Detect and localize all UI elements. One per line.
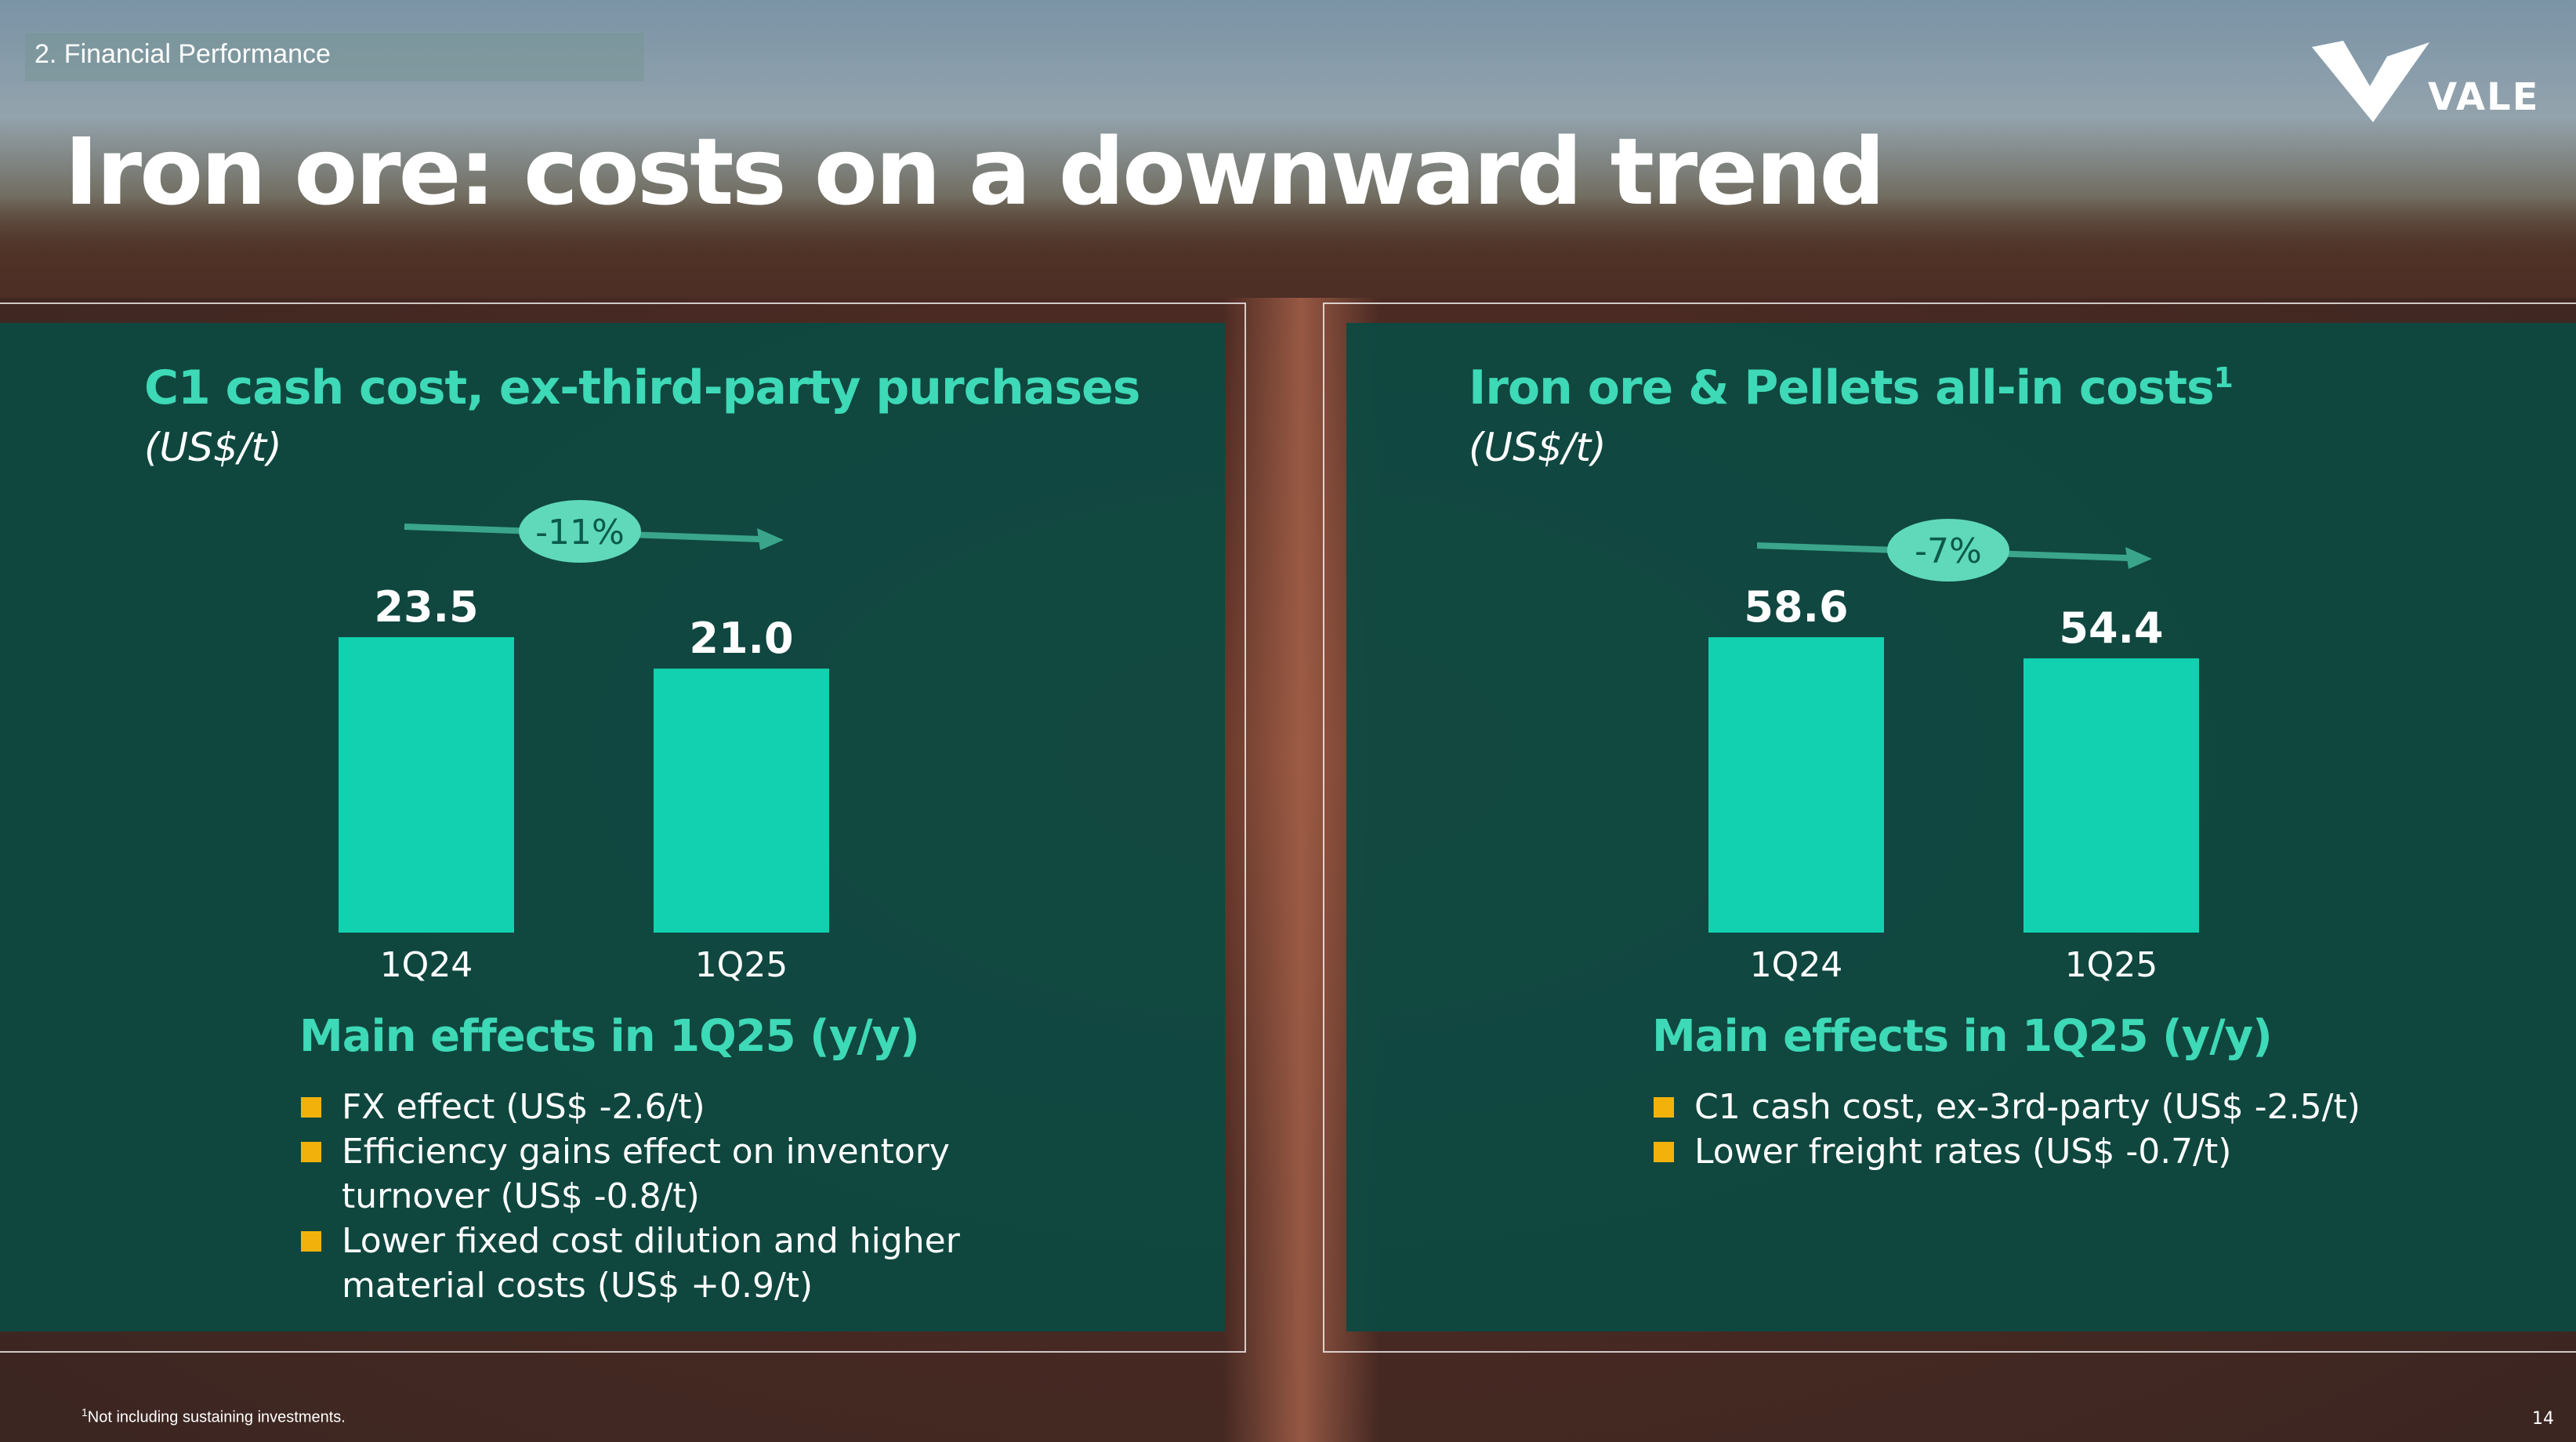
right-effects-title: Main effects in 1Q25 (y/y) xyxy=(1652,1011,2273,1062)
list-item: FX effect (US$ -2.6/t) xyxy=(301,1085,1006,1129)
page-number: 14 xyxy=(2532,1409,2554,1429)
left-bar-chart: 23.5 1Q24 21.0 1Q25 -11% xyxy=(339,500,829,985)
page-title: Iron ore: costs on a downward trend xyxy=(64,118,1886,226)
bullet-square-icon xyxy=(301,1231,321,1252)
section-label: 2. Financial Performance xyxy=(34,39,331,69)
list-item-text: Lower fixed cost dilution and higher mat… xyxy=(342,1221,960,1306)
left-chart-title: C1 cash cost, ex-third-party purchases xyxy=(144,360,1140,415)
right-bar-chart: 58.6 1Q24 54.4 1Q25 -7% xyxy=(1708,519,2199,985)
left-chart-title-text: C1 cash cost, ex-third-party purchases xyxy=(144,360,1140,415)
bar-1q25 xyxy=(2023,658,2199,933)
category-label: 1Q25 xyxy=(2065,945,2158,985)
change-badge xyxy=(519,500,641,563)
category-label: 1Q24 xyxy=(380,945,473,985)
section-tag: 2. Financial Performance xyxy=(25,33,644,82)
vale-logo-icon xyxy=(2312,41,2429,122)
logo-text: VALE xyxy=(2428,75,2540,119)
right-chart-title-text: Iron ore & Pellets all-in costs xyxy=(1469,360,2215,415)
list-item: Efficiency gains effect on inventory tur… xyxy=(301,1129,1006,1219)
right-panel-overlay xyxy=(1346,323,2576,1331)
list-item-text: C1 cash cost, ex-3rd-party (US$ -2.5/t) xyxy=(1694,1087,2360,1127)
left-effects-list: FX effect (US$ -2.6/t) Efficiency gains … xyxy=(301,1085,1006,1308)
data-label: 23.5 xyxy=(374,582,478,632)
bar-1q25 xyxy=(654,668,829,933)
change-badge-label: -7% xyxy=(1915,531,1982,571)
left-panel-frame xyxy=(0,303,1246,1353)
left-panel-overlay xyxy=(0,323,1225,1331)
footnote: 1Not including sustaining investments. xyxy=(82,1406,346,1427)
left-effects-title: Main effects in 1Q25 (y/y) xyxy=(299,1011,920,1062)
right-panel-frame xyxy=(1323,303,2576,1353)
right-chart-unit: (US$/t) xyxy=(1469,425,1607,470)
bullet-square-icon xyxy=(1654,1097,1674,1118)
bullet-square-icon xyxy=(1654,1142,1674,1162)
right-chart-title-sup: 1 xyxy=(2213,362,2234,394)
list-item: Lower freight rates (US$ -0.7/t) xyxy=(1654,1129,2437,1174)
trend-arrow-head-icon xyxy=(2125,547,2152,569)
list-item-text: FX effect (US$ -2.6/t) xyxy=(342,1087,705,1127)
list-item-text: Efficiency gains effect on inventory tur… xyxy=(342,1132,950,1216)
list-item: C1 cash cost, ex-3rd-party (US$ -2.5/t) xyxy=(1654,1085,2437,1129)
bullet-square-icon xyxy=(301,1097,321,1118)
data-label: 58.6 xyxy=(1744,582,1848,632)
right-effects-list: C1 cash cost, ex-3rd-party (US$ -2.5/t) … xyxy=(1654,1085,2437,1174)
bullet-square-icon xyxy=(301,1142,321,1162)
footnote-sup: 1 xyxy=(82,1406,88,1418)
bar-1q24 xyxy=(339,637,514,933)
left-chart-unit: (US$/t) xyxy=(144,425,282,470)
change-badge xyxy=(1887,519,2009,582)
footnote-text: Not including sustaining investments. xyxy=(87,1408,346,1426)
category-label: 1Q25 xyxy=(695,945,788,985)
list-item-text: Lower freight rates (US$ -0.7/t) xyxy=(1694,1132,2232,1172)
list-item: Lower fixed cost dilution and higher mat… xyxy=(301,1219,1006,1308)
change-badge-label: -11% xyxy=(535,513,625,553)
right-chart-title: Iron ore & Pellets all-in costs1 xyxy=(1469,360,2234,415)
data-label: 21.0 xyxy=(689,614,793,663)
category-label: 1Q24 xyxy=(1750,945,1843,985)
data-label: 54.4 xyxy=(2059,603,2163,653)
bar-1q24 xyxy=(1708,637,1884,933)
trend-arrow-head-icon xyxy=(757,528,784,550)
